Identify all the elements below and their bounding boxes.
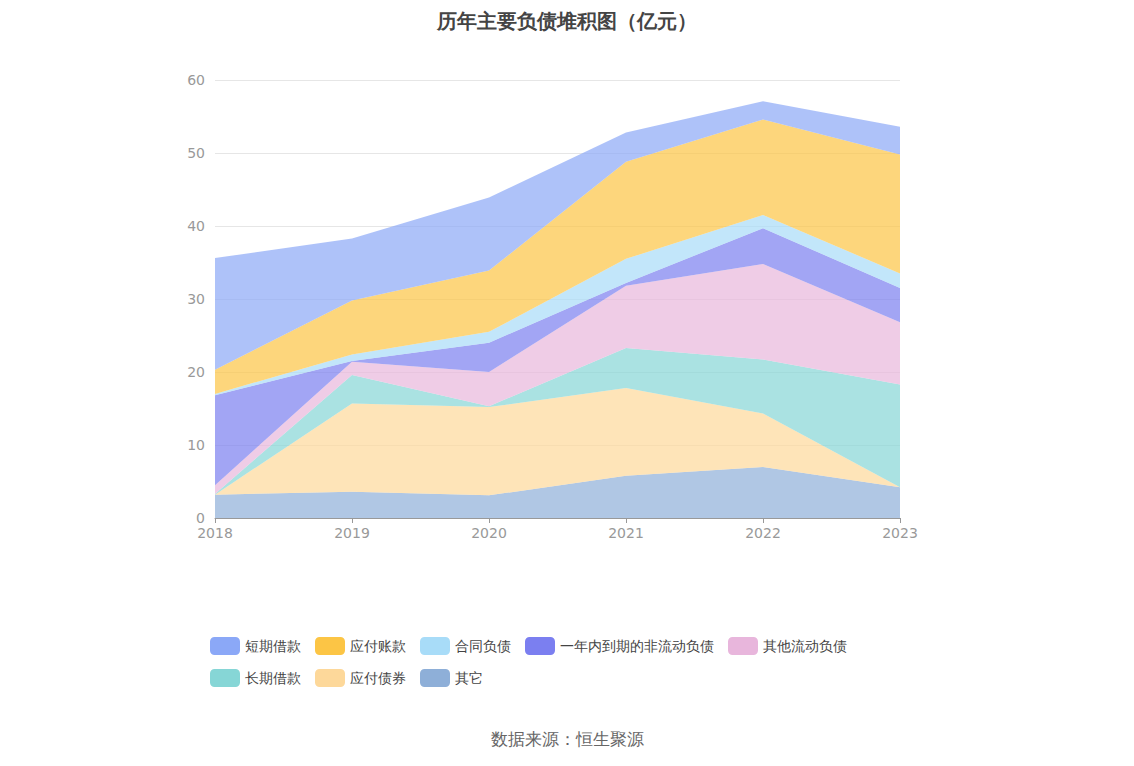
svg-text:应付账款: 应付账款: [350, 638, 406, 654]
svg-text:其他流动负债: 其他流动负债: [763, 638, 847, 654]
svg-text:历年主要负债堆积图（亿元）: 历年主要负债堆积图（亿元）: [436, 9, 697, 33]
svg-text:合同负债: 合同负债: [455, 638, 511, 654]
svg-text:2019: 2019: [334, 525, 370, 541]
svg-text:短期借款: 短期借款: [245, 638, 301, 654]
svg-text:2023: 2023: [882, 525, 918, 541]
svg-text:2022: 2022: [745, 525, 781, 541]
svg-text:0: 0: [196, 510, 205, 526]
svg-text:2020: 2020: [471, 525, 507, 541]
svg-text:应付债券: 应付债券: [350, 670, 406, 686]
svg-text:一年内到期的非流动负债: 一年内到期的非流动负债: [560, 638, 714, 654]
svg-text:50: 50: [187, 145, 205, 161]
svg-text:数据来源：恒生聚源: 数据来源：恒生聚源: [491, 729, 644, 749]
svg-text:20: 20: [187, 364, 205, 380]
svg-text:60: 60: [187, 72, 205, 88]
svg-text:2018: 2018: [197, 525, 233, 541]
svg-text:其它: 其它: [455, 670, 483, 686]
svg-text:10: 10: [187, 437, 205, 453]
svg-text:长期借款: 长期借款: [245, 670, 301, 686]
svg-text:40: 40: [187, 218, 205, 234]
svg-text:2021: 2021: [608, 525, 644, 541]
svg-text:30: 30: [187, 291, 205, 307]
